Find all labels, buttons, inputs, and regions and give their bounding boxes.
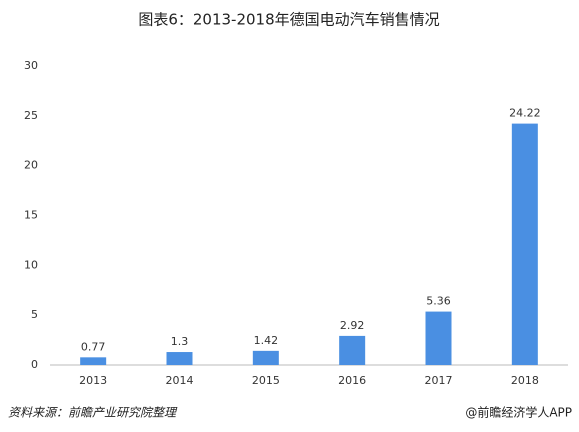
x-tick-label: 2015 (252, 374, 280, 387)
chart-title: 图表6：2013-2018年德国电动汽车销售情况 (138, 11, 439, 29)
bar (252, 350, 279, 365)
bar (339, 335, 366, 365)
x-tick-label: 2018 (511, 374, 539, 387)
bar (511, 123, 538, 365)
y-tick-label: 10 (24, 258, 38, 271)
data-label: 0.77 (81, 340, 106, 353)
y-tick-label: 15 (24, 209, 38, 222)
x-tick-label: 2013 (79, 374, 107, 387)
data-label: 1.42 (254, 334, 279, 347)
data-label: 5.36 (426, 295, 451, 308)
bar (425, 311, 452, 365)
source-note: 资料来源：前瞻产业研究院整理 (8, 406, 178, 420)
bar (166, 352, 193, 365)
y-tick-label: 30 (24, 59, 38, 72)
y-tick-label: 5 (31, 308, 38, 321)
bar (80, 357, 107, 365)
x-tick-label: 2014 (166, 374, 194, 387)
y-tick-label: 25 (24, 109, 38, 122)
data-label: 2.92 (340, 319, 365, 332)
data-label: 1.3 (171, 335, 189, 348)
x-tick-label: 2016 (338, 374, 366, 387)
x-tick-label: 2017 (425, 374, 453, 387)
brand-note: @前瞻经济学人APP (465, 405, 572, 420)
data-label: 24.22 (509, 107, 541, 120)
y-tick-label: 0 (31, 358, 38, 371)
y-tick-label: 20 (24, 159, 38, 172)
